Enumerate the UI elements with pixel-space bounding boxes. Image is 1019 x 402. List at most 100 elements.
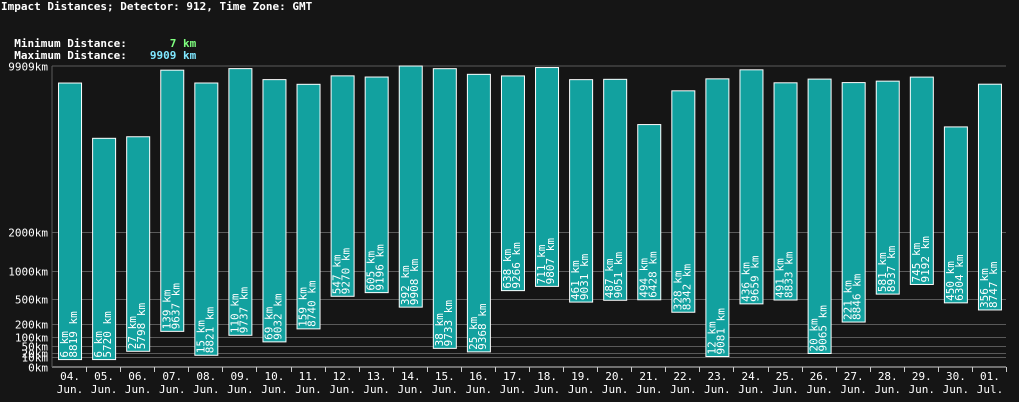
max-distance-label: 8937 km [885, 245, 898, 292]
x-tick-label-month: Jun. [806, 383, 833, 396]
x-tick-label-month: Jun. [466, 383, 493, 396]
x-tick-label-month: Jun. [500, 383, 527, 396]
x-tick-label-day: 29. [912, 370, 932, 383]
x-tick-label-month: Jun. [943, 383, 970, 396]
x-tick-label-day: 04. [60, 370, 80, 383]
range-bar [398, 65, 423, 308]
min-distance-label: 638 km [501, 249, 514, 289]
x-tick-label-day: 14. [401, 370, 421, 383]
y-tick-label: 100km [15, 332, 48, 345]
x-tick-label-day: 15. [435, 370, 455, 383]
range-bar [739, 69, 764, 305]
x-tick-label-month: Jun. [704, 383, 731, 396]
max-distance-label: 9192 km [919, 236, 932, 283]
range-bar [126, 136, 151, 352]
minimum-distance-value: 7 km [169, 37, 197, 50]
max-distance-label: 9908 km [408, 258, 421, 305]
x-tick-label-month: Jun. [261, 383, 288, 396]
min-distance-label: 159 km [297, 287, 310, 327]
min-distance-label: 20 km [808, 318, 821, 351]
range-bar [909, 76, 934, 285]
x-tick-label-day: 17. [503, 370, 523, 383]
range-bar [841, 82, 866, 323]
max-distance-label: 8342 km [680, 264, 693, 311]
range-bar [977, 83, 1002, 311]
max-distance-label: 9051 km [612, 252, 625, 299]
range-bar [603, 78, 628, 301]
maximum-distance-value: 9909 km [149, 49, 197, 62]
x-tick-label-month: Jun. [329, 383, 356, 396]
max-distance-label: 6304 km [953, 254, 966, 301]
x-tick-label-month: Jun. [636, 383, 663, 396]
x-tick-label-day: 20. [605, 370, 625, 383]
x-tick-label-month: Jun. [568, 383, 595, 396]
min-distance-label: 436 km [739, 262, 752, 302]
range-bar [943, 126, 968, 304]
range-bar [228, 68, 253, 336]
min-distance-label: 745 km [910, 242, 923, 282]
min-distance-label: 494 km [637, 258, 650, 298]
x-tick-label-day: 05. [94, 370, 114, 383]
min-distance-label: 487 km [603, 258, 616, 298]
min-distance-label: 6 km [58, 331, 71, 358]
y-tick-label: 2000km [8, 227, 48, 240]
max-distance-label: 9737 km [237, 287, 250, 334]
x-tick-label-day: 24. [742, 370, 762, 383]
x-tick-label-day: 23. [707, 370, 727, 383]
range-bar [500, 75, 525, 292]
x-tick-label-day: 10. [265, 370, 285, 383]
x-tick-label-day: 25. [776, 370, 796, 383]
min-distance-label: 392 km [399, 265, 412, 305]
x-tick-label-day: 13. [367, 370, 387, 383]
x-tick-label-day: 12. [333, 370, 353, 383]
x-tick-label-day: 11. [299, 370, 319, 383]
max-distance-label: 5720 km [101, 311, 114, 358]
max-distance-label: 8747 km [987, 261, 1000, 308]
y-tick-label: 500km [15, 294, 48, 307]
x-tick-label-month: Jun. [738, 383, 765, 396]
x-tick-label-day: 22. [673, 370, 693, 383]
max-distance-label: 9637 km [169, 283, 182, 330]
x-tick-label-month: Jun. [193, 383, 220, 396]
min-distance-label: 450 km [944, 261, 957, 301]
range-bar [535, 67, 560, 287]
min-distance-label: 605 km [365, 251, 378, 291]
max-distance-label: 9270 km [340, 248, 353, 295]
max-distance-label: 8846 km [851, 273, 864, 320]
x-tick-label-month: Jun. [295, 383, 322, 396]
max-distance-label: 9659 km [748, 255, 761, 302]
range-bar [296, 83, 321, 330]
x-tick-label-month: Jun. [602, 383, 629, 396]
x-tick-label-month: Jun. [670, 383, 697, 396]
y-tick-label: 10km [22, 352, 49, 365]
x-tick-label-day: 06. [128, 370, 148, 383]
range-bar [262, 79, 287, 343]
min-distance-label: 328 km [671, 270, 684, 310]
max-distance-label: 9031 km [578, 253, 591, 300]
minimum-distance-row: Minimum Distance: 7 km [1, 24, 196, 50]
x-tick-label-day: 26. [810, 370, 830, 383]
x-tick-label-month: Jun. [772, 383, 799, 396]
maximum-distance-row: Maximum Distance: 9909 km [1, 36, 196, 62]
range-bar [58, 82, 83, 361]
y-tick-label: 0km [28, 362, 48, 375]
x-tick-label-month: Jun. [227, 383, 254, 396]
x-tick-label-month: Jun. [363, 383, 390, 396]
y-tick-label: 50km [22, 341, 49, 354]
x-tick-label-month: Jun. [125, 383, 152, 396]
range-bar [194, 82, 219, 356]
min-distance-label: 221 km [842, 280, 855, 320]
x-tick-label-day: 01. [980, 370, 1000, 383]
max-distance-label: 8819 km [67, 311, 80, 358]
max-distance-label: 9081 km [714, 308, 727, 355]
x-tick-label-month: Jun. [875, 383, 902, 396]
min-distance-label: 461 km [569, 260, 582, 300]
x-tick-label-day: 16. [469, 370, 489, 383]
x-tick-label-day: 30. [946, 370, 966, 383]
range-bar [160, 69, 185, 332]
range-bar [705, 78, 730, 358]
x-tick-label-month: Jun. [840, 383, 867, 396]
max-distance-label: 9733 km [442, 300, 455, 347]
min-distance-label: 69 km [262, 306, 275, 339]
